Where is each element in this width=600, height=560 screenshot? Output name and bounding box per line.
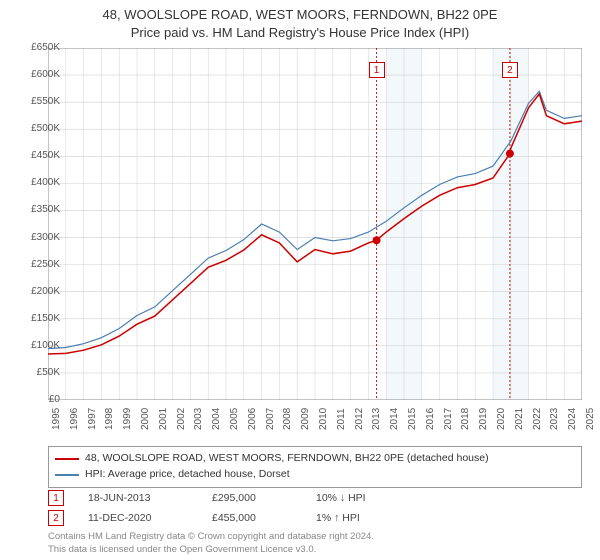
title-line-2: Price paid vs. HM Land Registry's House …	[0, 24, 600, 42]
legend-label-property: 48, WOOLSLOPE ROAD, WEST MOORS, FERNDOWN…	[85, 451, 489, 467]
y-tick-label: £650K	[16, 42, 60, 53]
x-tick-label: 2008	[282, 408, 293, 430]
legend-swatch-property	[55, 458, 79, 460]
x-tick-label: 1997	[87, 408, 98, 430]
chart-title: 48, WOOLSLOPE ROAD, WEST MOORS, FERNDOWN…	[0, 0, 600, 41]
x-tick-label: 2000	[140, 408, 151, 430]
y-tick-label: £400K	[16, 177, 60, 188]
sale-delta-2: 1% ↑ HPI	[316, 512, 360, 524]
sale-badge-1: 1	[48, 490, 64, 506]
x-tick-label: 2012	[354, 408, 365, 430]
sale-delta-1: 10% ↓ HPI	[316, 492, 366, 504]
x-tick-label: 2005	[229, 408, 240, 430]
y-tick-label: £100K	[16, 340, 60, 351]
x-tick-label: 2007	[265, 408, 276, 430]
y-tick-label: £250K	[16, 259, 60, 270]
x-tick-label: 2014	[389, 408, 400, 430]
sale-price-2: £455,000	[212, 512, 292, 524]
y-tick-label: £350K	[16, 204, 60, 215]
x-tick-label: 2011	[336, 408, 347, 430]
x-tick-label: 2003	[193, 408, 204, 430]
sale-date-1: 18-JUN-2013	[88, 492, 188, 504]
x-tick-label: 2022	[532, 408, 543, 430]
footnote-line-1: Contains HM Land Registry data © Crown c…	[48, 531, 582, 543]
plot-svg	[48, 48, 582, 400]
x-tick-label: 2019	[478, 408, 489, 430]
x-tick-label: 2025	[585, 408, 596, 430]
legend-row-hpi: HPI: Average price, detached house, Dors…	[55, 467, 575, 483]
y-tick-label: £500K	[16, 123, 60, 134]
title-line-1: 48, WOOLSLOPE ROAD, WEST MOORS, FERNDOWN…	[0, 6, 600, 24]
plot-sale-badge: 1	[369, 62, 385, 78]
legend-swatch-hpi	[55, 474, 79, 476]
x-tick-label: 2015	[407, 408, 418, 430]
footnote: Contains HM Land Registry data © Crown c…	[48, 531, 582, 556]
y-tick-label: £0	[16, 394, 60, 405]
sale-row-1: 1 18-JUN-2013 £295,000 10% ↓ HPI	[48, 490, 582, 506]
x-tick-label: 1999	[122, 408, 133, 430]
x-tick-label: 2016	[425, 408, 436, 430]
x-tick-label: 2020	[496, 408, 507, 430]
legend-row-property: 48, WOOLSLOPE ROAD, WEST MOORS, FERNDOWN…	[55, 451, 575, 467]
x-tick-label: 2002	[176, 408, 187, 430]
x-tick-label: 2024	[567, 408, 578, 430]
x-tick-label: 2013	[371, 408, 382, 430]
x-tick-label: 2017	[443, 408, 454, 430]
sale-price-1: £295,000	[212, 492, 292, 504]
x-tick-label: 2010	[318, 408, 329, 430]
y-tick-label: £300K	[16, 232, 60, 243]
x-tick-label: 2004	[211, 408, 222, 430]
sale-badge-2: 2	[48, 510, 64, 526]
y-tick-label: £150K	[16, 313, 60, 324]
x-tick-label: 2009	[300, 408, 311, 430]
y-tick-label: £200K	[16, 286, 60, 297]
footnote-line-2: This data is licensed under the Open Gov…	[48, 544, 582, 556]
y-tick-label: £450K	[16, 150, 60, 161]
chart-container: 48, WOOLSLOPE ROAD, WEST MOORS, FERNDOWN…	[0, 0, 600, 560]
x-tick-label: 2006	[247, 408, 258, 430]
x-tick-label: 2021	[514, 408, 525, 430]
legend: 48, WOOLSLOPE ROAD, WEST MOORS, FERNDOWN…	[48, 446, 582, 488]
sale-row-2: 2 11-DEC-2020 £455,000 1% ↑ HPI	[48, 510, 582, 526]
plot-area	[48, 48, 582, 400]
x-tick-label: 1998	[104, 408, 115, 430]
y-tick-label: £550K	[16, 96, 60, 107]
x-tick-label: 2023	[549, 408, 560, 430]
legend-label-hpi: HPI: Average price, detached house, Dors…	[85, 467, 290, 483]
x-tick-label: 2018	[460, 408, 471, 430]
plot-sale-badge: 2	[502, 62, 518, 78]
x-tick-label: 2001	[158, 408, 169, 430]
x-tick-label: 1996	[69, 408, 80, 430]
x-tick-label: 1995	[51, 408, 62, 430]
y-tick-label: £600K	[16, 69, 60, 80]
y-tick-label: £50K	[16, 367, 60, 378]
sale-date-2: 11-DEC-2020	[88, 512, 188, 524]
